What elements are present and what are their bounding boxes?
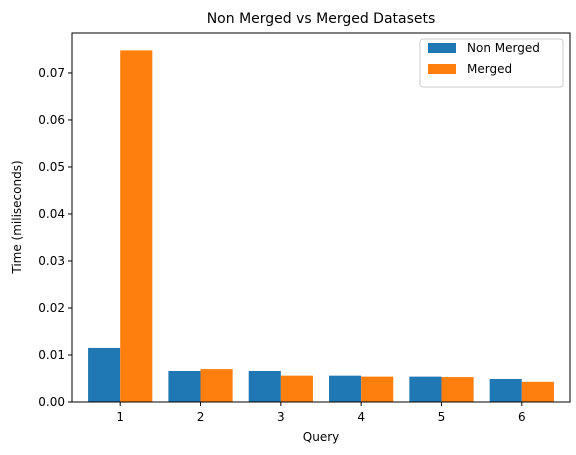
y-tick-label: 0.05 [38, 160, 65, 174]
y-tick-label: 0.01 [38, 348, 65, 362]
bar-merged-q6 [521, 381, 554, 402]
bar-non-merged-q6 [489, 378, 522, 402]
chart-title: Non Merged vs Merged Datasets [207, 11, 436, 27]
y-tick-label: 0.02 [38, 301, 65, 315]
legend-swatch-merged [428, 64, 456, 74]
bar-merged-q5 [441, 377, 474, 402]
plot-frame [71, 32, 571, 403]
legend-swatch-non-merged [428, 43, 456, 53]
bar-merged-q2 [200, 369, 233, 402]
bar-non-merged-q1 [88, 347, 121, 402]
y-tick-label: 0.06 [38, 113, 65, 127]
bar-merged-q3 [280, 375, 313, 402]
y-axis-label: Time (miliseconds) [10, 160, 24, 274]
y-tick-label: 0.04 [38, 207, 65, 221]
bars-layer [88, 50, 554, 402]
x-tick-label: 4 [357, 410, 365, 424]
x-axis-label: Query [303, 430, 339, 444]
x-axis-ticks: 1 2 3 4 5 6 [116, 402, 526, 424]
bar-non-merged-q3 [248, 370, 281, 402]
x-tick-label: 6 [518, 410, 526, 424]
legend-label-merged: Merged [467, 62, 512, 76]
legend-label-non-merged: Non Merged [467, 41, 540, 55]
legend: Non Merged Merged [419, 38, 564, 88]
bar-merged-q4 [361, 376, 394, 402]
bar-non-merged-q4 [329, 375, 362, 402]
x-tick-label: 5 [438, 410, 446, 424]
bar-non-merged-q2 [168, 370, 201, 402]
x-tick-label: 2 [197, 410, 205, 424]
bar-non-merged-q5 [409, 376, 442, 402]
y-tick-label: 0.07 [38, 66, 65, 80]
x-tick-label: 3 [277, 410, 285, 424]
y-tick-label: 0.00 [38, 395, 65, 409]
y-axis-ticks: 0.00 0.01 0.02 0.03 0.04 0.05 0.06 0.07 [38, 66, 72, 409]
x-tick-label: 1 [116, 410, 124, 424]
bar-merged-q1 [120, 50, 153, 402]
y-tick-label: 0.03 [38, 254, 65, 268]
